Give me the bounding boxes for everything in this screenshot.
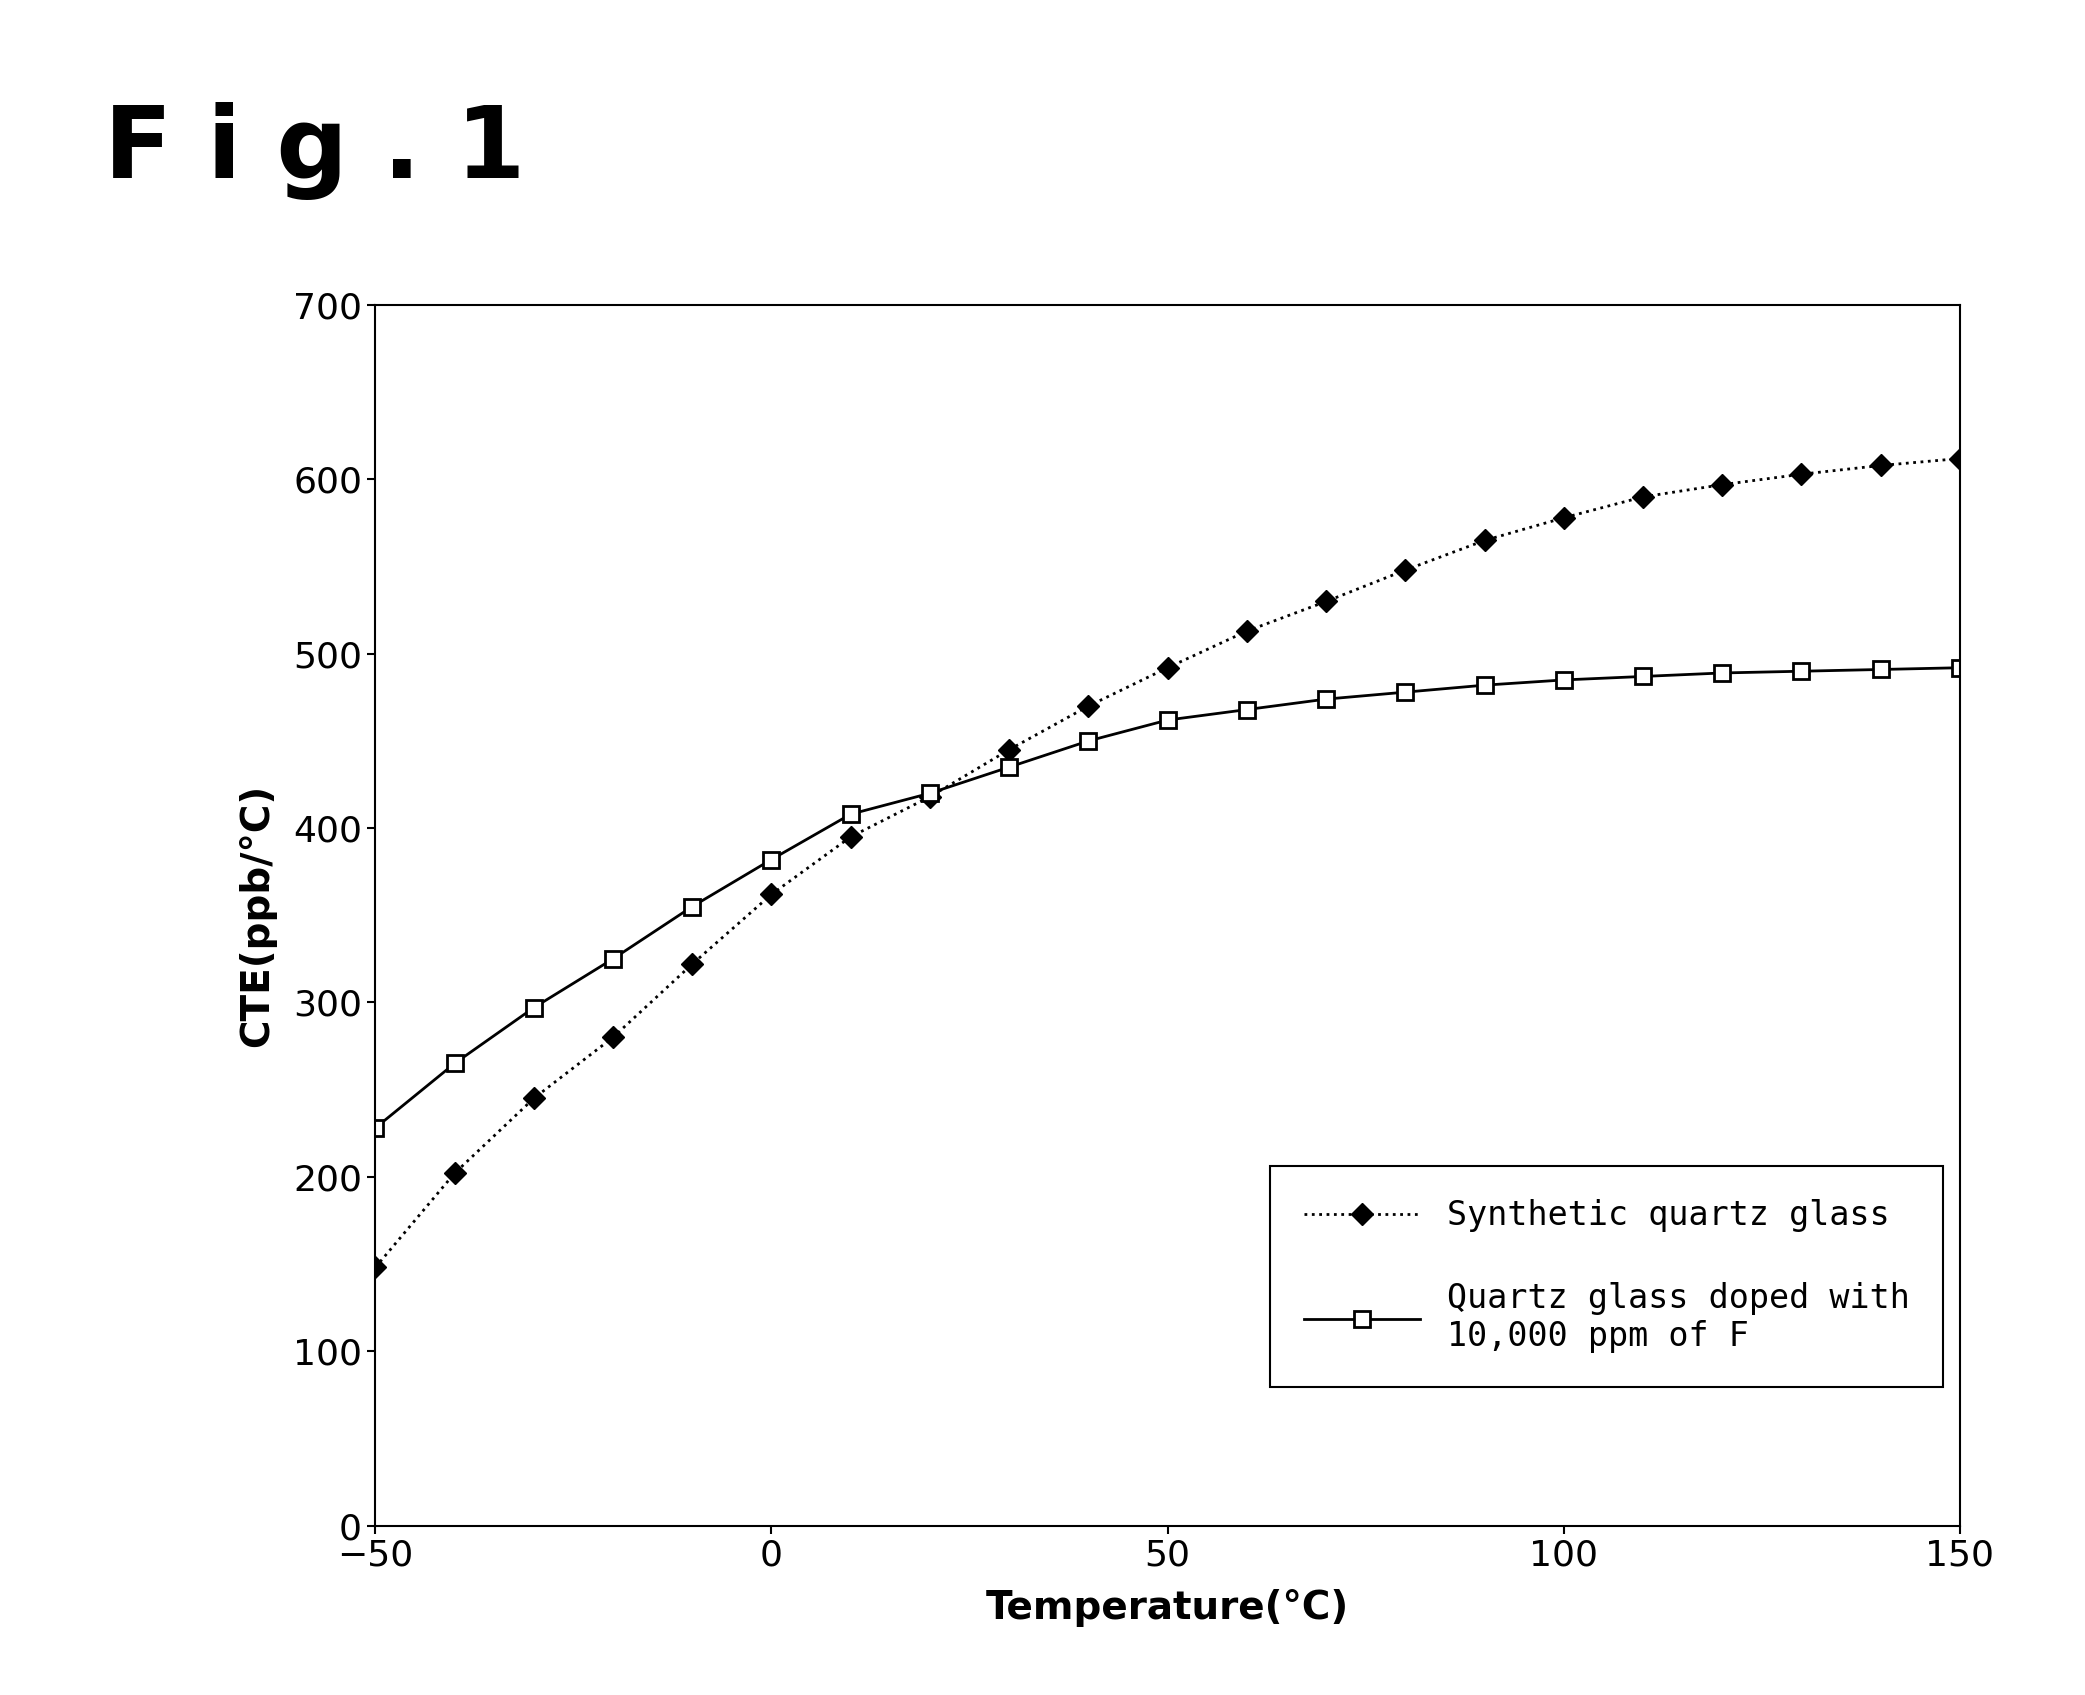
Quartz glass doped with
10,000 ppm of F xyxy=(1551,670,1576,690)
Quartz glass doped with
10,000 ppm of F xyxy=(1314,688,1339,709)
Quartz glass doped with
10,000 ppm of F xyxy=(759,849,784,870)
Quartz glass doped with
10,000 ppm of F xyxy=(1155,710,1180,731)
Quartz glass doped with
10,000 ppm of F xyxy=(1393,681,1418,702)
Synthetic quartz glass xyxy=(1234,620,1259,641)
Synthetic quartz glass xyxy=(1630,486,1655,507)
Quartz glass doped with
10,000 ppm of F xyxy=(600,949,625,970)
Line: Synthetic quartz glass: Synthetic quartz glass xyxy=(367,451,1968,1275)
Synthetic quartz glass xyxy=(759,885,784,905)
Quartz glass doped with
10,000 ppm of F xyxy=(1472,675,1497,695)
Quartz glass doped with
10,000 ppm of F xyxy=(442,1053,467,1073)
Quartz glass doped with
10,000 ppm of F xyxy=(838,803,863,824)
Synthetic quartz glass xyxy=(1155,658,1180,678)
Quartz glass doped with
10,000 ppm of F xyxy=(1868,659,1893,680)
Synthetic quartz glass xyxy=(1551,507,1576,527)
Quartz glass doped with
10,000 ppm of F xyxy=(1630,666,1655,686)
Synthetic quartz glass xyxy=(1710,475,1735,495)
Synthetic quartz glass xyxy=(1076,697,1101,717)
Synthetic quartz glass xyxy=(997,739,1022,759)
Quartz glass doped with
10,000 ppm of F xyxy=(917,783,942,803)
Synthetic quartz glass xyxy=(917,786,942,807)
Synthetic quartz glass xyxy=(680,954,705,975)
Synthetic quartz glass xyxy=(600,1027,625,1048)
Quartz glass doped with
10,000 ppm of F xyxy=(521,998,546,1019)
Legend: Synthetic quartz glass, Quartz glass doped with
10,000 ppm of F: Synthetic quartz glass, Quartz glass dop… xyxy=(1270,1166,1943,1387)
Quartz glass doped with
10,000 ppm of F xyxy=(1789,661,1814,681)
Synthetic quartz glass xyxy=(1868,456,1893,476)
Synthetic quartz glass xyxy=(1472,531,1497,551)
Synthetic quartz glass xyxy=(1789,464,1814,485)
Synthetic quartz glass xyxy=(521,1088,546,1109)
Quartz glass doped with
10,000 ppm of F xyxy=(1710,663,1735,683)
Quartz glass doped with
10,000 ppm of F xyxy=(997,758,1022,778)
Line: Quartz glass doped with
10,000 ppm of F: Quartz glass doped with 10,000 ppm of F xyxy=(367,659,1968,1136)
Quartz glass doped with
10,000 ppm of F xyxy=(680,897,705,917)
Quartz glass doped with
10,000 ppm of F xyxy=(1076,731,1101,751)
Quartz glass doped with
10,000 ppm of F xyxy=(363,1117,388,1137)
Quartz glass doped with
10,000 ppm of F xyxy=(1947,658,1972,678)
Synthetic quartz glass xyxy=(442,1163,467,1183)
Synthetic quartz glass xyxy=(363,1258,388,1278)
Synthetic quartz glass xyxy=(1314,592,1339,612)
Synthetic quartz glass xyxy=(838,827,863,848)
Synthetic quartz glass xyxy=(1947,449,1972,470)
Quartz glass doped with
10,000 ppm of F xyxy=(1234,700,1259,720)
Text: F i g . 1: F i g . 1 xyxy=(104,102,525,200)
X-axis label: Temperature(°C): Temperature(°C) xyxy=(986,1590,1349,1627)
Synthetic quartz glass xyxy=(1393,559,1418,580)
Y-axis label: CTE(ppb/°C): CTE(ppb/°C) xyxy=(238,783,277,1048)
